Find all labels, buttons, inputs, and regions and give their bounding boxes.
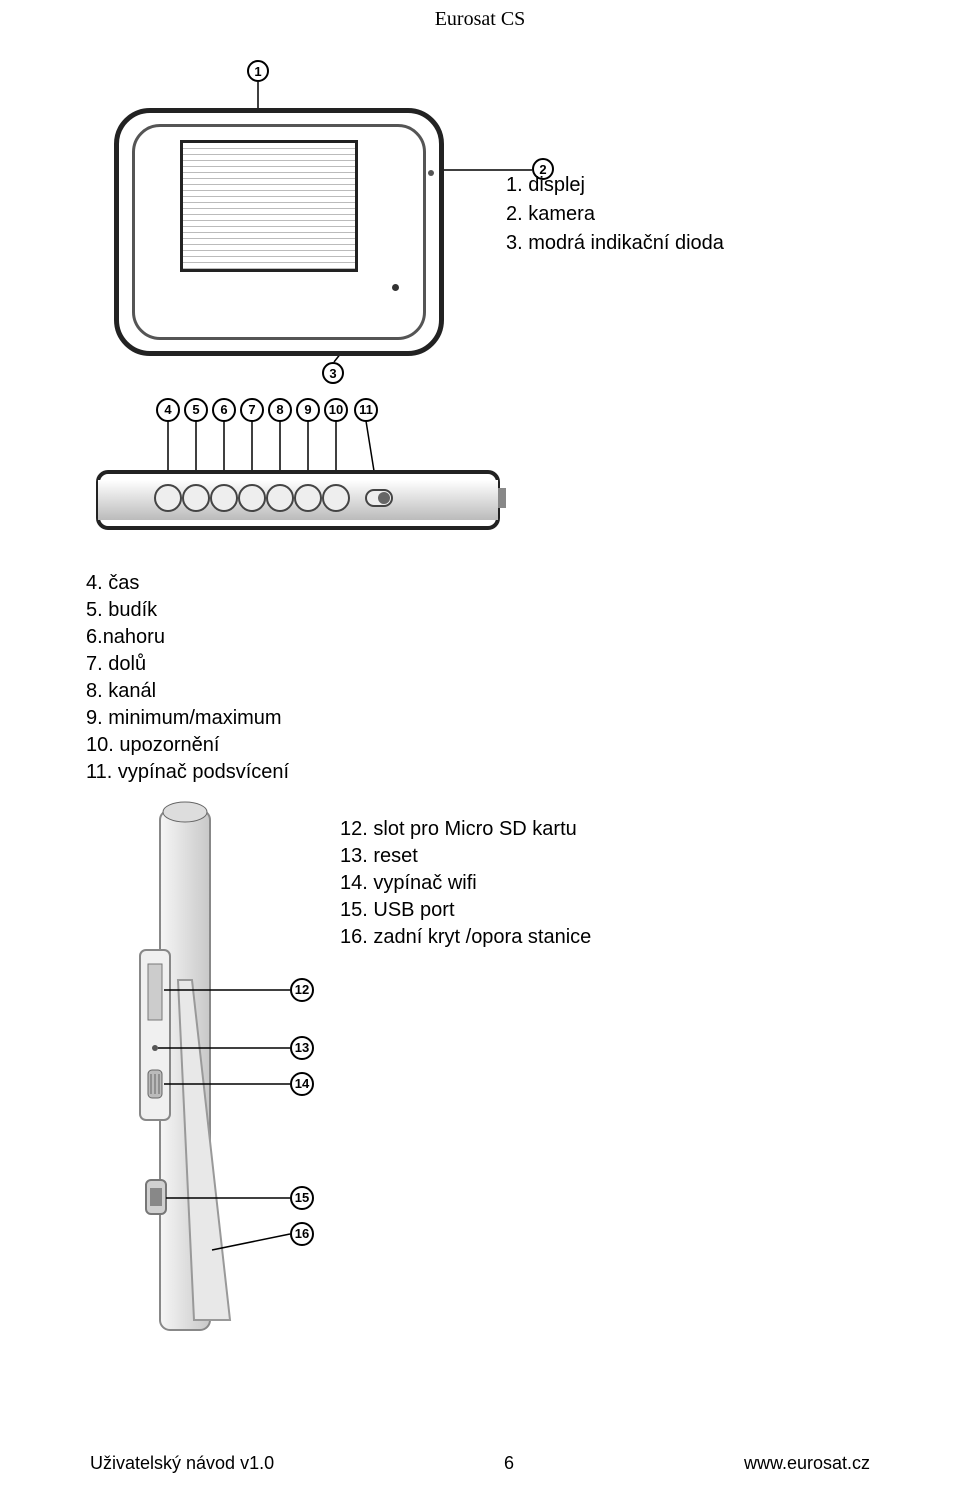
callout-label-3: 3: [322, 362, 344, 384]
svg-text:10: 10: [329, 402, 343, 417]
svg-text:15: 15: [295, 1190, 309, 1205]
legend-item-16: 16. zadní kryt /opora stanice: [340, 926, 591, 949]
front-legend: 1. displej 2. kamera 3. modrá indikační …: [506, 168, 724, 261]
legend-item-3: 3. modrá indikační dioda: [506, 232, 724, 255]
svg-text:5: 5: [192, 402, 199, 417]
top-legend: 4. čas 5. budík 6.nahoru 7. dolů 8. kaná…: [86, 568, 289, 788]
page-footer: Uživatelský návod v1.0 6 www.eurosat.cz: [0, 1453, 960, 1474]
footer-url: www.eurosat.cz: [744, 1453, 870, 1474]
svg-text:4: 4: [164, 402, 172, 417]
svg-text:9: 9: [304, 402, 311, 417]
front-view-diagram: 1 2 3: [92, 60, 452, 360]
legend-item-4: 4. čas: [86, 572, 289, 595]
legend-item-5: 5. budík: [86, 599, 289, 622]
legend-item-12: 12. slot pro Micro SD kartu: [340, 818, 591, 841]
footer-page-number: 6: [504, 1453, 514, 1474]
device-screen: [180, 140, 358, 272]
legend-item-1: 1. displej: [506, 174, 724, 197]
svg-text:8: 8: [276, 402, 283, 417]
led-indicator-dot: [392, 284, 399, 291]
svg-text:11: 11: [359, 402, 373, 417]
svg-text:14: 14: [295, 1076, 310, 1091]
svg-text:12: 12: [295, 982, 309, 997]
legend-item-11: 11. vypínač podsvícení: [86, 761, 289, 784]
legend-item-13: 13. reset: [340, 845, 591, 868]
footer-left: Uživatelský návod v1.0: [90, 1453, 274, 1474]
svg-text:13: 13: [295, 1040, 309, 1055]
side-legend: 12. slot pro Micro SD kartu 13. reset 14…: [340, 814, 591, 953]
legend-item-15: 15. USB port: [340, 899, 591, 922]
callout-label-1: 1: [247, 60, 269, 82]
legend-item-14: 14. vypínač wifi: [340, 872, 591, 895]
svg-text:16: 16: [295, 1226, 309, 1241]
legend-item-2: 2. kamera: [506, 203, 724, 226]
page-header: Eurosat CS: [0, 8, 960, 31]
side-view-diagram: 12 13 14 15 16: [120, 800, 340, 1330]
legend-item-6: 6.nahoru: [86, 626, 289, 649]
top-view-svg: 4 5 6 7 8 9 10 11: [88, 398, 528, 558]
legend-item-10: 10. upozornění: [86, 734, 289, 757]
svg-text:6: 6: [220, 402, 227, 417]
svg-text:7: 7: [248, 402, 255, 417]
legend-item-8: 8. kanál: [86, 680, 289, 703]
legend-item-7: 7. dolů: [86, 653, 289, 676]
side-view-svg: 12 13 14 15 16: [120, 800, 370, 1360]
top-view-diagram: 4 5 6 7 8 9 10 11: [88, 398, 508, 538]
camera-dot: [428, 170, 434, 176]
legend-item-9: 9. minimum/maximum: [86, 707, 289, 730]
